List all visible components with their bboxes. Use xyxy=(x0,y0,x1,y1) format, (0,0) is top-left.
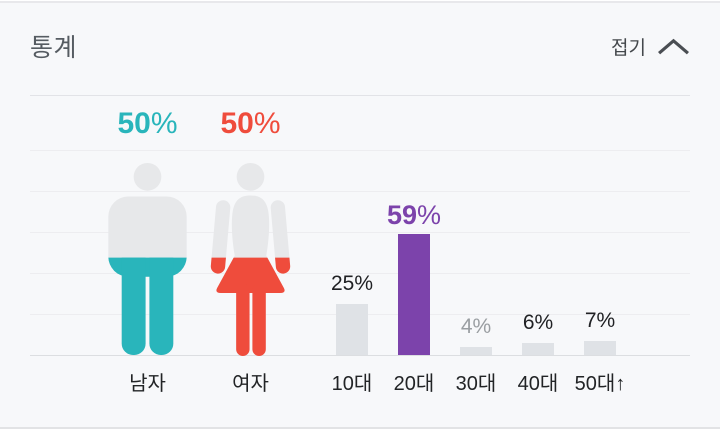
age-axis-label: 10대 xyxy=(331,373,373,395)
age-axis-label: 40대 xyxy=(517,373,559,395)
gender-figure xyxy=(208,163,293,356)
age-value-label: 4% xyxy=(460,315,492,338)
panel-title: 통계 xyxy=(30,34,78,62)
gridline xyxy=(30,232,690,233)
gridline xyxy=(30,191,690,192)
x-axis-line xyxy=(30,355,690,356)
age-bar-40s xyxy=(522,343,554,355)
gridline xyxy=(30,273,690,274)
age-bar-10s xyxy=(336,304,368,355)
female-pictogram-icon xyxy=(210,163,291,356)
age-value-label: 25% xyxy=(330,272,374,295)
gender-value-label: 50% xyxy=(117,107,178,140)
gender-axis-label: 여자 xyxy=(232,373,269,395)
age-value-label: 59% xyxy=(386,200,442,230)
collapse-button[interactable]: 접기 xyxy=(609,31,692,62)
age-axis-label: 30대 xyxy=(455,373,497,395)
age-bar-50s xyxy=(584,341,616,355)
gender-axis-label: 남자 xyxy=(129,373,166,395)
age-axis-label: 20대 xyxy=(393,373,435,395)
gender-figure xyxy=(105,163,190,356)
panel-bottom-border xyxy=(0,427,720,429)
collapse-label: 접기 xyxy=(611,38,646,59)
gender-value-label: 50% xyxy=(220,107,281,140)
age-value-label: 6% xyxy=(522,311,554,334)
age-value-label: 7% xyxy=(584,309,616,332)
header-divider xyxy=(30,95,690,96)
age-bar-20s xyxy=(398,234,430,355)
male-pictogram-icon xyxy=(108,163,187,356)
panel-top-border xyxy=(0,1,720,3)
gridline xyxy=(30,150,690,151)
chevron-up-icon xyxy=(658,38,689,55)
age-bar-30s xyxy=(460,347,492,355)
age-axis-label: 50대↑ xyxy=(574,373,626,395)
